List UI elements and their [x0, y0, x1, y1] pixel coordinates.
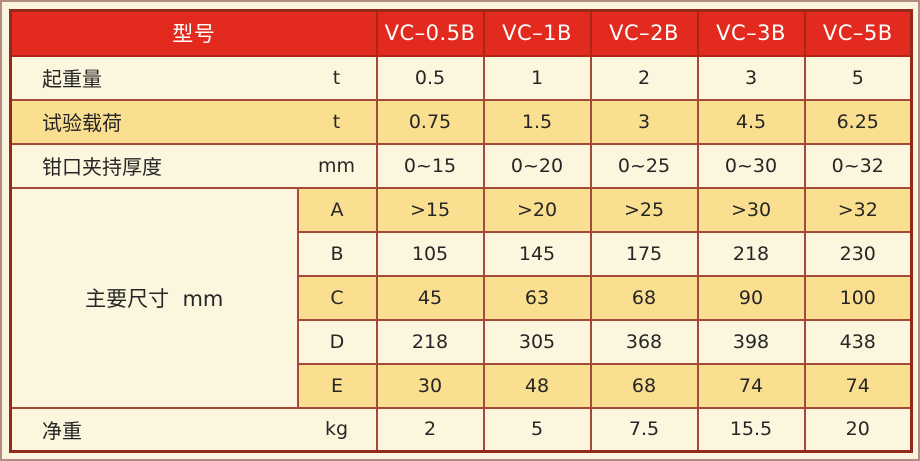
dimension-key-cell: E	[296, 362, 378, 409]
row-unit: t	[297, 54, 378, 101]
value-cell: 230	[803, 230, 913, 277]
table-row-dimension-b: B 105 145 175 218 230	[11, 230, 913, 277]
value-cell: >30	[696, 186, 806, 233]
table-row-lifting-capacity: 起重量 t 0.5 1 2 3 5	[9, 54, 913, 101]
model-name-cell: VC–2B	[589, 9, 699, 57]
dimensions-group-label: 主要尺寸 mm	[9, 186, 299, 409]
value-cell: 1	[482, 54, 592, 101]
value-cell: 90	[696, 274, 806, 321]
value-cell: 145	[482, 230, 592, 277]
model-header-cell: 型号	[9, 9, 378, 57]
dimension-key-cell: B	[296, 230, 378, 277]
value-cell: 3	[696, 54, 806, 101]
table-row-net-weight: 净重 kg 2 5 7.5 15.5 20	[9, 406, 913, 453]
value-cell: 30	[375, 362, 485, 409]
value-cell: 175	[589, 230, 699, 277]
table-row-test-load: 试验载荷 t 0.75 1.5 3 4.5 6.25	[9, 98, 913, 145]
model-name-cell: VC–3B	[696, 9, 806, 57]
row-unit: t	[297, 98, 378, 145]
value-cell: 74	[696, 362, 806, 409]
row-label: 钳口夹持厚度	[9, 142, 298, 189]
model-name-cell: VC–0.5B	[375, 9, 485, 57]
value-cell: 4.5	[696, 98, 806, 145]
value-cell: 218	[375, 318, 485, 365]
value-cell: 5	[482, 406, 592, 453]
table-row-dimension-a: 主要尺寸 mm A >15 >20 >25 >30 >32	[9, 186, 913, 409]
value-cell: 0.5	[375, 54, 485, 101]
value-cell: 48	[482, 362, 592, 409]
value-cell: 398	[696, 318, 806, 365]
value-cell: 20	[803, 406, 913, 453]
value-cell: 0.75	[375, 98, 485, 145]
spec-table: 型号 VC–0.5B VC–1B VC–2B VC–3B VC–5B 起重量 t…	[9, 9, 913, 453]
model-name-cell: VC–1B	[482, 9, 592, 57]
value-cell: 438	[803, 318, 913, 365]
value-cell: 68	[589, 274, 699, 321]
row-label: 净重	[9, 406, 298, 453]
table-row-dimension-c: C 45 63 68 90 100	[11, 274, 913, 321]
row-unit: kg	[297, 406, 378, 453]
dimension-key-cell: D	[296, 318, 378, 365]
dimension-key-cell: C	[296, 274, 378, 321]
value-cell: 100	[803, 274, 913, 321]
value-cell: 3	[589, 98, 699, 145]
value-cell: 218	[696, 230, 806, 277]
row-label: 起重量	[9, 54, 298, 101]
value-cell: 74	[803, 362, 913, 409]
value-cell: 0~30	[696, 142, 806, 189]
value-cell: >25	[589, 186, 699, 233]
value-cell: 305	[482, 318, 592, 365]
table-row-jaw-thickness: 钳口夹持厚度 mm 0~15 0~20 0~25 0~30 0~32	[9, 142, 913, 189]
value-cell: 45	[375, 274, 485, 321]
value-cell: >32	[803, 186, 913, 233]
value-cell: 0~25	[589, 142, 699, 189]
value-cell: 63	[482, 274, 592, 321]
value-cell: >20	[482, 186, 592, 233]
value-cell: 0~20	[482, 142, 592, 189]
table-row-dimension-d: D 218 305 368 398 438	[11, 318, 913, 365]
table-header-row: 型号 VC–0.5B VC–1B VC–2B VC–3B VC–5B	[9, 9, 913, 57]
value-cell: 2	[589, 54, 699, 101]
value-cell: 368	[589, 318, 699, 365]
value-cell: 2	[375, 406, 485, 453]
dimension-key-cell: A	[296, 186, 378, 233]
value-cell: 0~15	[375, 142, 485, 189]
table-row-dimension-e: E 30 48 68 74 74	[11, 362, 913, 409]
value-cell: 15.5	[696, 406, 806, 453]
model-name-cell: VC–5B	[803, 9, 913, 57]
value-cell: 1.5	[482, 98, 592, 145]
value-cell: 68	[589, 362, 699, 409]
row-unit: mm	[297, 142, 378, 189]
value-cell: 0~32	[803, 142, 913, 189]
value-cell: 105	[375, 230, 485, 277]
row-label: 试验载荷	[9, 98, 298, 145]
value-cell: 6.25	[803, 98, 913, 145]
value-cell: 5	[803, 54, 913, 101]
value-cell: >15	[375, 186, 485, 233]
value-cell: 7.5	[589, 406, 699, 453]
